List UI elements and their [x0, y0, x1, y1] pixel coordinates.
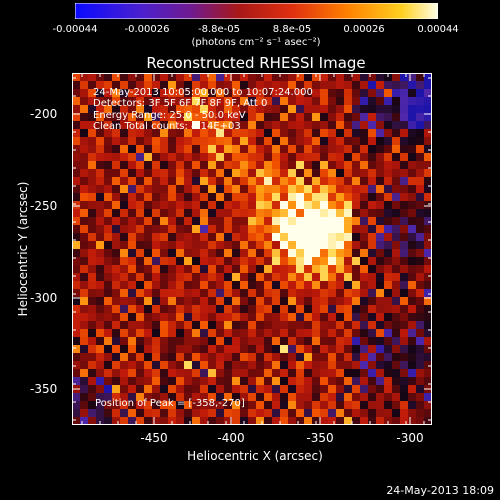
y-tick-label: -200 [30, 107, 58, 121]
colorbar-tick: -8.8e-05 [198, 24, 240, 35]
overlay-energy-range: Energy Range: 25.0 - 50.0 keV [93, 110, 246, 121]
image-pixels [72, 73, 432, 425]
y-axis-label: Heliocentric Y (arcsec) [16, 181, 30, 317]
x-tick-label: -400 [217, 431, 245, 445]
overlay-total-counts: Clean Total counts: 4.14E+03 [93, 121, 241, 132]
colorbar-tick: -0.00026 [124, 24, 170, 35]
render-timestamp: 24-May-2013 18:09 [386, 484, 494, 497]
y-tick-label: -250 [30, 199, 58, 213]
x-tick-label: -450 [140, 431, 168, 445]
plot-frame [72, 73, 432, 425]
rhessi-image [72, 73, 432, 425]
colorbar-tick: 0.00044 [417, 24, 459, 35]
overlay-peak-position: Position of Peak = [-358,-270] [95, 398, 245, 409]
colorbar-tick: 0.00026 [343, 24, 385, 35]
x-axis-label: Heliocentric X (arcsec) [187, 449, 323, 463]
overlay-time-range: 24-May-2013 10:05:00.000 to 10:07:24.000 [93, 87, 313, 98]
colorbar-unit-label: (photons cm⁻² s⁻¹ asec⁻²) [191, 37, 321, 48]
y-tick-label: -300 [30, 291, 58, 305]
colorbar [75, 3, 438, 19]
overlay-detectors: Detectors: 3F 5F 6F 7F 8F 9F, Att 0 [93, 98, 268, 109]
x-tick-label: -350 [306, 431, 334, 445]
axis-ticks [72, 73, 432, 425]
x-tick-label: -300 [396, 431, 424, 445]
y-tick-label: -350 [30, 382, 58, 396]
image-title: Reconstructed RHESSI Image [146, 54, 366, 72]
colorbar-tick: -0.00044 [52, 24, 98, 35]
colorbar-tick: 8.8e-05 [272, 24, 312, 35]
